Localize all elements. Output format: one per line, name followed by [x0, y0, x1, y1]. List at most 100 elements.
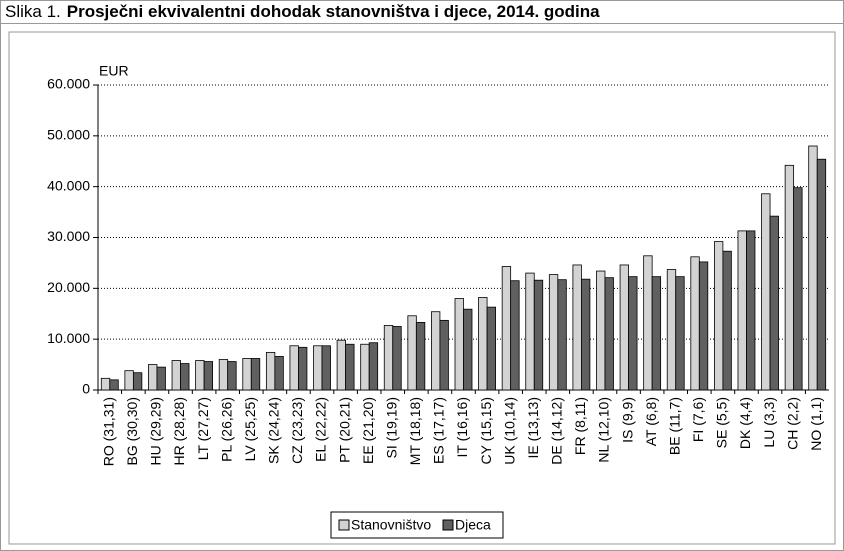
- bar: [218, 359, 229, 391]
- bar: [572, 264, 582, 391]
- bar: [336, 339, 346, 391]
- x-tick-label: BE (11,7): [666, 397, 682, 455]
- x-tick-label: SK (24,24): [266, 397, 282, 464]
- bar: [651, 276, 662, 391]
- bar: [274, 356, 284, 391]
- bar: [808, 145, 818, 391]
- bar: [415, 321, 426, 391]
- bar: [816, 158, 827, 391]
- bar: [132, 372, 143, 391]
- y-tick-label: 10.000: [47, 330, 90, 346]
- x-tick-label: IS (9,9): [619, 397, 635, 443]
- bar: [698, 261, 709, 391]
- x-tick-label: EE (21,20): [360, 397, 376, 464]
- bar: [784, 164, 795, 391]
- bar: [265, 351, 276, 391]
- bar: [100, 377, 111, 391]
- x-tick-label: IE (13,13): [525, 397, 541, 458]
- x-tick-label: DK (4,4): [737, 397, 753, 449]
- legend-label: Djeca: [455, 517, 491, 533]
- y-tick-label: 30.000: [47, 228, 90, 244]
- bar: [478, 297, 488, 391]
- bar: [227, 361, 237, 391]
- x-tick-label: CH (2,2): [784, 397, 800, 450]
- bar: [360, 343, 370, 391]
- bar: [463, 308, 473, 391]
- x-tick-label: EL (22,22): [313, 397, 329, 462]
- bar: [533, 279, 544, 391]
- bar: [313, 345, 323, 391]
- figure-label: Slika 1.: [5, 2, 61, 21]
- bar: [180, 363, 190, 391]
- bar: [171, 360, 181, 391]
- x-tick-label: ES (17,17): [431, 397, 447, 464]
- x-tick-label: AT (6,8): [643, 397, 659, 446]
- y-unit: EUR: [99, 63, 129, 79]
- y-tick-label: 40.000: [47, 177, 90, 193]
- bar: [643, 255, 653, 391]
- bar: [454, 298, 464, 391]
- legend-label: Stanovništvo: [351, 517, 431, 533]
- bar: [368, 342, 379, 391]
- bar: [581, 278, 591, 391]
- x-tick-label: SE (5,5): [714, 397, 730, 448]
- bar: [548, 274, 559, 391]
- y-tick-label: 50.000: [47, 127, 90, 143]
- x-tick-label: NO (1,1): [808, 397, 824, 451]
- legend-swatch: [338, 519, 350, 531]
- x-tick-label: HU (29,29): [148, 397, 164, 465]
- bar: [289, 345, 299, 391]
- x-tick-label: PT (20,21): [336, 397, 352, 463]
- y-tick-label: 60.000: [47, 76, 90, 92]
- x-tick-label: UK (10,14): [501, 397, 517, 465]
- bar: [431, 311, 441, 391]
- bar: [722, 250, 732, 391]
- x-tick-label: SI (19,19): [383, 397, 399, 458]
- figure-header: Slika 1. Prosječni ekvivalentni dohodak s…: [1, 1, 843, 24]
- bar: [345, 343, 355, 391]
- x-tick-label: DE (14,12): [549, 397, 565, 465]
- y-tick-label: 20.000: [47, 279, 90, 295]
- bar: [769, 215, 779, 391]
- bar: [501, 266, 512, 391]
- x-tick-label: LU (3,3): [761, 397, 777, 448]
- bar: [628, 276, 638, 391]
- bar: [793, 187, 803, 391]
- x-tick-label: PL (26,26): [218, 397, 234, 462]
- bar: [761, 193, 771, 391]
- legend-swatch: [442, 519, 454, 531]
- bar: [439, 319, 449, 391]
- bar: [195, 360, 205, 391]
- bar: [486, 306, 496, 391]
- x-tick-label: FR (8,11): [572, 397, 588, 455]
- bar: [407, 315, 417, 391]
- bar: [666, 269, 677, 391]
- bar: [713, 241, 724, 391]
- bar: [242, 358, 252, 391]
- bar: [746, 230, 756, 391]
- bar: [510, 280, 520, 391]
- bar: [557, 279, 567, 391]
- bar: [596, 270, 606, 391]
- x-tick-label: CZ (23,23): [289, 397, 305, 464]
- x-tick-label: NL (12,10): [596, 397, 612, 463]
- x-tick-label: RO (31,31): [100, 397, 116, 466]
- legend-frame: [330, 511, 504, 539]
- bar: [250, 358, 261, 391]
- bar: [604, 277, 614, 391]
- bar: [619, 264, 629, 391]
- bar: [124, 370, 134, 391]
- bar: [109, 379, 119, 391]
- bar: [148, 364, 158, 391]
- bar: [321, 345, 331, 391]
- bar: [675, 276, 685, 391]
- x-tick-label: LV (25,25): [242, 397, 258, 461]
- x-tick-label: LT (27,27): [195, 397, 211, 460]
- bar: [392, 326, 402, 391]
- x-tick-label: CY (15,15): [478, 397, 494, 464]
- x-tick-label: IT (16,16): [454, 397, 470, 457]
- chart: EUR 0 10.000 20.000 30.000 40.000 50.000 60.00…: [8, 31, 836, 545]
- chart-frame: [8, 31, 836, 545]
- bar: [298, 346, 308, 391]
